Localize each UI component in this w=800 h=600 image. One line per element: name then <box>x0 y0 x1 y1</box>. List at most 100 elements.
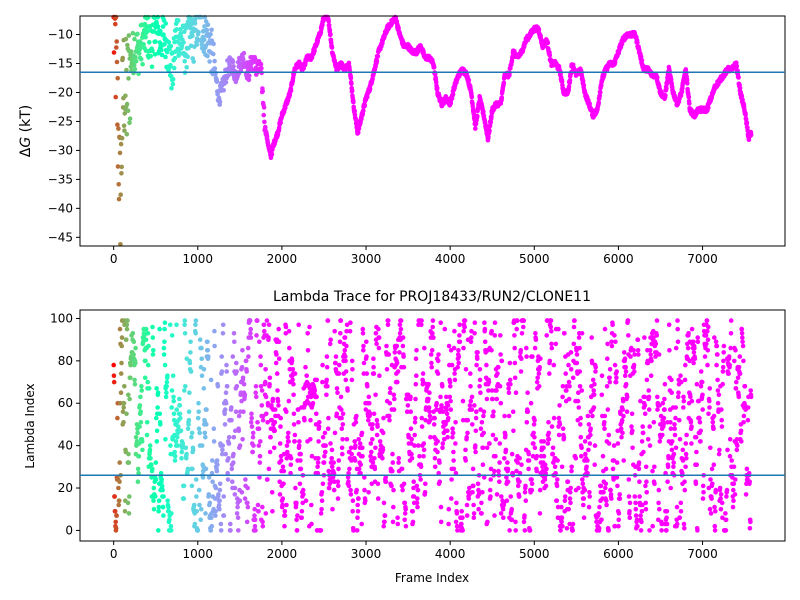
bottom-x-tick-label: 6000 <box>603 547 634 561</box>
bottom-scatter-point <box>727 437 733 442</box>
bottom-scatter-point <box>384 367 390 372</box>
top-scatter-point <box>181 40 186 45</box>
bottom-scatter-point <box>249 415 254 421</box>
bottom-scatter-point <box>132 377 137 383</box>
top-scatter-point <box>736 75 741 80</box>
bottom-scatter-point <box>231 331 237 336</box>
top-scatter-point <box>247 73 252 78</box>
bottom-scatter-point <box>568 485 573 491</box>
bottom-scatter-point <box>395 515 400 520</box>
bottom-scatter-point <box>402 500 408 506</box>
bottom-scatter-point <box>138 394 143 400</box>
top-scatter-point <box>327 28 333 33</box>
bottom-scatter-point <box>387 417 392 423</box>
bottom-scatter-point <box>222 411 227 417</box>
bottom-scatter-point <box>685 345 691 351</box>
bottom-scatter-point <box>456 360 462 366</box>
bottom-scatter-point <box>414 373 419 379</box>
bottom-scatter-point <box>737 354 743 359</box>
top-scatter-point <box>258 62 264 67</box>
bottom-x-tick-label: 4000 <box>435 547 466 561</box>
top-scatter-point <box>160 24 166 29</box>
bottom-scatter-point <box>712 523 718 529</box>
top-scatter-point <box>185 54 190 59</box>
bottom-scatter-point <box>432 464 438 470</box>
bottom-scatter-point <box>144 432 150 438</box>
bottom-scatter-point <box>260 417 266 423</box>
bottom-scatter-point <box>678 500 684 506</box>
bottom-scatter-point <box>671 460 676 465</box>
bottom-scatter-point <box>448 384 453 389</box>
top-scatter-point <box>469 94 475 100</box>
bottom-scatter-point <box>431 335 436 340</box>
bottom-scatter-point <box>259 403 265 408</box>
bottom-scatter-point <box>161 494 166 499</box>
bottom-scatter-point <box>457 322 463 328</box>
bottom-scatter-point <box>481 413 486 419</box>
bottom-scatter-point <box>229 466 235 472</box>
bottom-scatter-point <box>444 411 450 417</box>
bottom-scatter-point <box>111 379 117 385</box>
bottom-scatter-point <box>647 528 652 533</box>
bottom-scatter-point <box>371 364 376 370</box>
bottom-scatter-point <box>641 449 646 455</box>
bottom-scatter-point <box>633 506 639 512</box>
bottom-scatter-point <box>135 479 141 485</box>
bottom-scatter-point <box>449 496 454 501</box>
bottom-scatter-point <box>478 426 484 432</box>
bottom-scatter-point <box>273 360 279 366</box>
bottom-scatter-point <box>499 494 504 499</box>
bottom-scatter-point <box>477 367 483 372</box>
bottom-scatter-point <box>748 519 753 525</box>
top-scatter-point <box>127 120 132 126</box>
bottom-scatter-point <box>444 407 449 412</box>
bottom-scatter-point <box>131 352 136 357</box>
bottom-scatter-point <box>347 466 352 472</box>
bottom-scatter-point <box>193 322 198 328</box>
bottom-scatter-point <box>619 434 624 440</box>
bottom-scatter-point <box>335 496 341 501</box>
bottom-scatter-point <box>171 411 177 417</box>
bottom-scatter-point <box>471 483 476 489</box>
bottom-scatter-point <box>251 443 256 448</box>
bottom-scatter-point <box>153 494 158 499</box>
bottom-scatter-point <box>488 477 494 482</box>
bottom-scatter-point <box>124 337 129 343</box>
bottom-scatter-point <box>116 502 121 508</box>
bottom-scatter-point <box>664 515 669 520</box>
bottom-scatter-point <box>355 502 361 508</box>
bottom-scatter-point <box>377 439 383 444</box>
bottom-scatter-point <box>615 483 620 489</box>
bottom-scatter-point <box>346 479 351 485</box>
bottom-scatter-point <box>217 506 222 512</box>
bottom-scatter-point <box>171 398 176 404</box>
bottom-scatter-point <box>735 375 741 381</box>
bottom-scatter-point <box>333 354 339 359</box>
bottom-scatter-point <box>215 384 221 389</box>
top-scatter-point <box>116 182 121 187</box>
bottom-scatter-point <box>295 407 301 412</box>
bottom-scatter-point <box>234 511 240 516</box>
bottom-scatter-point <box>131 339 137 345</box>
bottom-scatter-point <box>216 502 222 508</box>
top-scatter-point <box>124 131 130 137</box>
bottom-scatter-point <box>673 345 679 351</box>
bottom-scatter-point <box>252 517 258 523</box>
bottom-scatter-point <box>459 521 464 527</box>
bottom-scatter-point <box>409 451 414 457</box>
bottom-scatter-point <box>480 462 486 468</box>
top-scatter-point <box>639 58 645 63</box>
bottom-scatter-point <box>648 373 654 379</box>
bottom-scatter-point <box>350 367 355 372</box>
bottom-scatter-point <box>340 437 345 442</box>
bottom-scatter-point <box>668 485 673 491</box>
bottom-scatter-point <box>390 460 396 465</box>
bottom-scatter-point <box>735 443 740 448</box>
bottom-scatter-point <box>164 379 170 385</box>
bottom-scatter-point <box>623 381 629 387</box>
top-scatter-point <box>124 67 129 73</box>
top-scatter-points <box>111 14 754 247</box>
bottom-scatter-point <box>380 447 386 453</box>
bottom-scatter-point <box>268 434 273 440</box>
